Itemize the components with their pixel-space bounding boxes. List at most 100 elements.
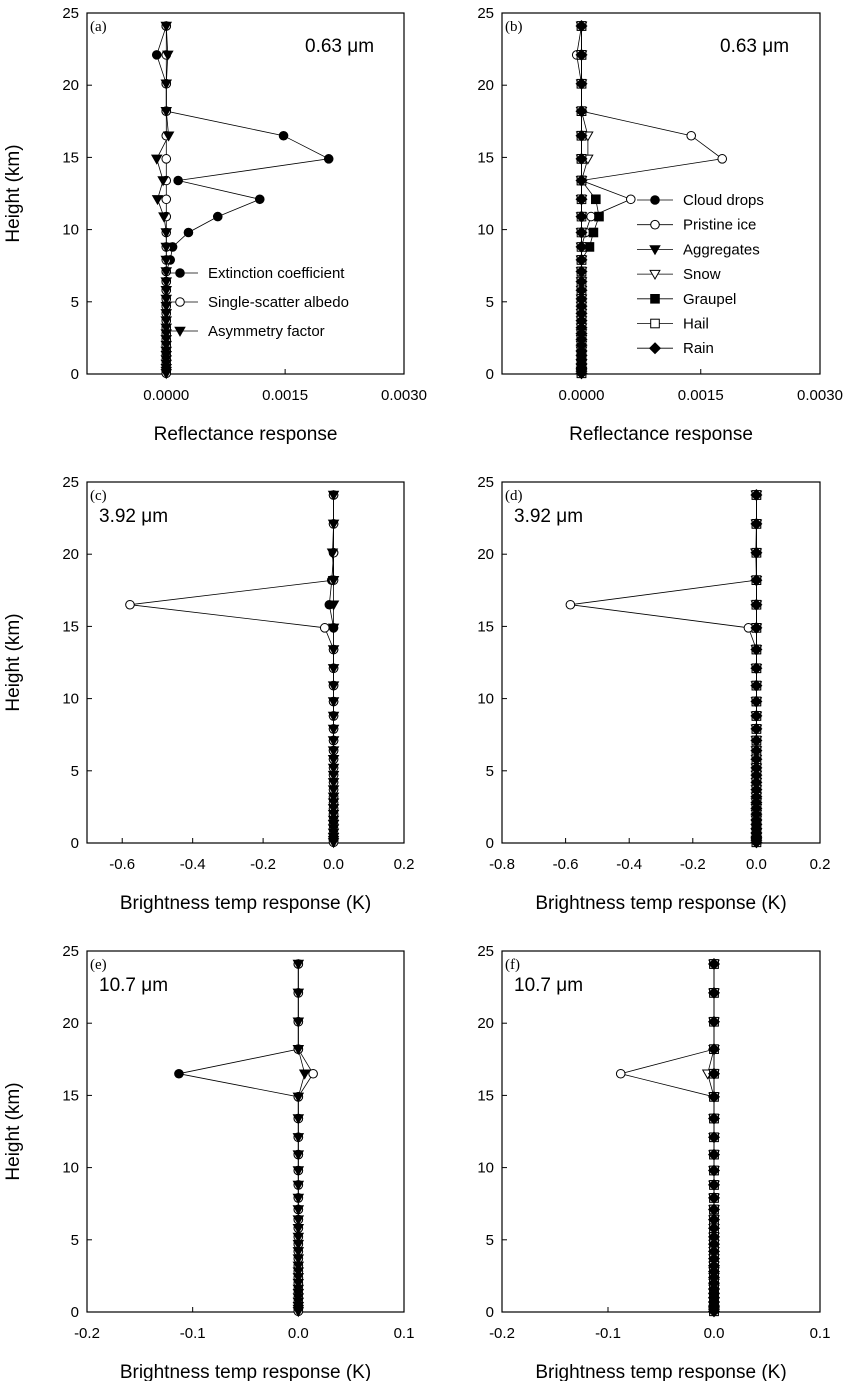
legend: Extinction coefficient Single-scatter alb… [162, 265, 349, 340]
data-point-asymmetry-factor [327, 785, 340, 796]
data-point-asymmetry-factor [327, 778, 340, 789]
x-tick-label: -0.2 [74, 1325, 100, 1342]
data-point-asymmetry-factor [292, 1239, 305, 1251]
data-point-rain [750, 546, 763, 559]
data-point-rain [750, 598, 763, 611]
x-tick-label: 0.0 [323, 856, 344, 873]
y-axis-label: Height (km) [3, 613, 24, 711]
data-point-rain [750, 517, 763, 530]
data-point-asymmetry-factor [162, 50, 174, 61]
data-point-asymmetry-factor [327, 519, 340, 530]
data-point-asymmetry-factor [160, 329, 173, 340]
legend-label: Cloud drops [683, 192, 764, 209]
y-tick-label: 5 [71, 294, 79, 311]
panel-d: 0 5 10 15 20 25 -0.8 -0.6 -0.4 -0.2 0.0 0.2 Brightne… [477, 474, 830, 914]
data-point-extinction-coefficient [183, 227, 194, 238]
data-point-asymmetry-factor [292, 1166, 305, 1177]
data-point-rain [750, 662, 763, 675]
data-point-asymmetry-factor [327, 770, 340, 782]
y-axis-label: Height (km) [3, 144, 24, 242]
series-line-single-scatter-albedo [129, 495, 335, 843]
y-tick-label: 25 [62, 474, 79, 491]
y-tick-label: 5 [486, 763, 494, 780]
data-point-rain [575, 174, 588, 187]
x-tick-label: 0.0 [704, 1325, 725, 1342]
data-point-asymmetry-factor [292, 1092, 305, 1103]
data-point-extinction-coefficient [323, 154, 334, 164]
data-point-rain [707, 957, 721, 971]
plot-frame [86, 12, 405, 375]
y-tick-label: 20 [477, 546, 494, 563]
data-point-asymmetry-factor [327, 792, 340, 803]
legend-label: Extinction coefficient [208, 265, 345, 282]
y-tick-label: 0 [486, 366, 494, 383]
data-point-rain [750, 722, 763, 735]
legend-marker-single-scatter-albedo [175, 297, 185, 307]
data-point-asymmetry-factor [292, 1044, 305, 1056]
data-point-rain [750, 679, 763, 692]
data-point-asymmetry-factor [160, 340, 173, 352]
data-point-rain [575, 240, 588, 253]
y-tick-label: 25 [62, 5, 79, 22]
legend-marker-cloud-drops [650, 195, 660, 205]
x-tick-label: -0.2 [250, 856, 276, 873]
panel-tag: (c) [90, 488, 107, 504]
data-point-asymmetry-factor [292, 1114, 305, 1125]
x-tick-label: 0.0015 [262, 387, 308, 404]
x-tick-label: 0.2 [394, 856, 415, 873]
data-point-asymmetry-factor [160, 228, 173, 239]
y-tick-label: 5 [71, 763, 79, 780]
data-point-asymmetry-factor [160, 255, 173, 266]
data-point-pristine-ice [717, 154, 728, 164]
panel-tag: (e) [90, 957, 107, 973]
data-point-asymmetry-factor [327, 838, 340, 849]
data-point-rain [575, 129, 588, 142]
data-point-asymmetry-factor [327, 697, 340, 708]
x-tick-label: 0.0030 [381, 387, 427, 404]
data-point-asymmetry-factor [292, 1254, 305, 1265]
legend-marker-snow [649, 269, 661, 281]
data-point-asymmetry-factor [160, 335, 173, 346]
plot-frame [501, 481, 821, 844]
y-tick-label: 5 [486, 294, 494, 311]
legend-marker-graupel [650, 294, 660, 304]
legend-marker-hail [650, 318, 660, 329]
data-point-rain [707, 1112, 721, 1125]
data-point-pristine-ice [586, 211, 596, 222]
data-point-asymmetry-factor [150, 154, 163, 165]
wavelength-label: 0.63 μm [720, 36, 789, 57]
y-tick-label: 25 [477, 943, 494, 960]
data-point-rain [575, 226, 588, 239]
data-point-asymmetry-factor [292, 988, 305, 999]
panel-tag: (a) [90, 19, 107, 35]
data-point-asymmetry-factor [327, 645, 340, 656]
panel-c: 0 5 10 15 20 25 -0.6 -0.4 -0.2 0.0 0.2 Brightness t… [3, 474, 414, 914]
x-tick-label: -0.2 [489, 1325, 515, 1342]
x-axis-label: Brightness temp response (K) [120, 893, 371, 914]
y-tick-label: 0 [71, 1304, 79, 1321]
data-point-single-scatter-albedo [308, 1068, 318, 1079]
data-point-asymmetry-factor [327, 681, 340, 692]
legend-label: Rain [683, 340, 714, 357]
y-tick-label: 10 [477, 1160, 494, 1177]
plot-frame [86, 950, 405, 1313]
y-tick-label: 20 [477, 77, 494, 94]
data-point-rain [575, 253, 588, 266]
y-tick-label: 15 [477, 149, 494, 166]
data-point-rain [575, 210, 588, 223]
data-point-pristine-ice [615, 1068, 626, 1079]
data-point-asymmetry-factor [327, 755, 340, 766]
data-point-asymmetry-factor [327, 798, 340, 809]
x-tick-label: -0.4 [616, 856, 642, 873]
legend-marker-aggregates [649, 245, 661, 256]
data-point-asymmetry-factor [292, 1224, 305, 1235]
x-tick-label: -0.8 [489, 856, 515, 873]
data-point-single-scatter-albedo [161, 194, 172, 205]
y-tick-label: 5 [71, 1232, 79, 1249]
legend-label: Asymmetry factor [208, 323, 325, 340]
data-point-rain [707, 1148, 721, 1161]
data-point-rain [707, 1131, 721, 1144]
wavelength-label: 0.63 μm [305, 36, 374, 57]
y-tick-label: 25 [62, 943, 79, 960]
y-tick-label: 20 [62, 1015, 79, 1032]
